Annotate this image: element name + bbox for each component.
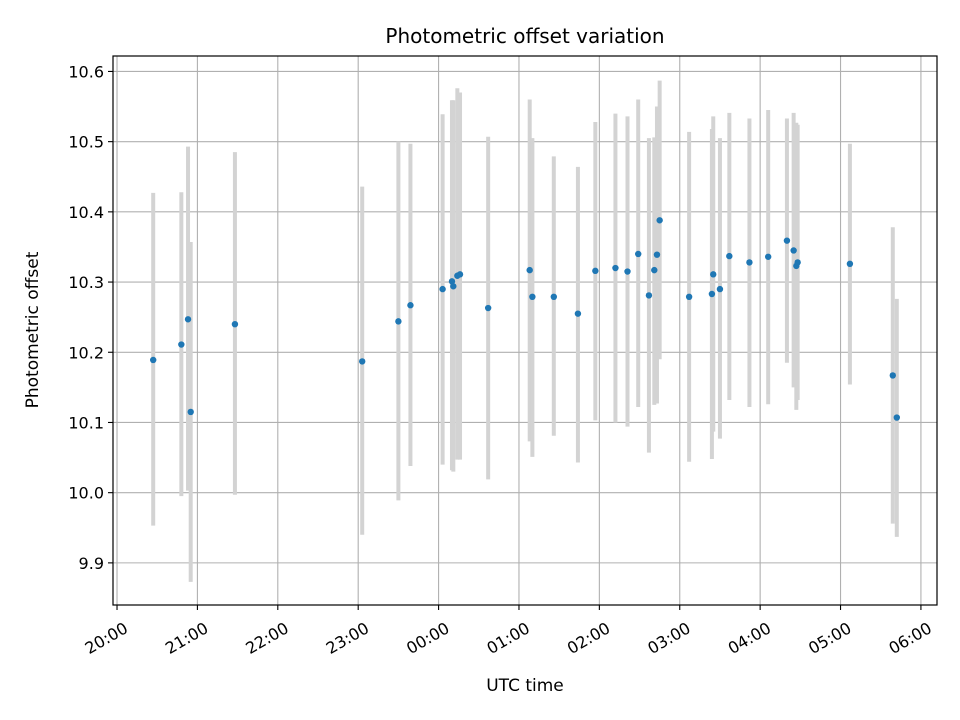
y-tick-label: 9.9 xyxy=(79,554,104,573)
y-tick-label: 10.2 xyxy=(68,343,104,362)
data-point xyxy=(592,267,599,275)
data-point xyxy=(794,259,801,266)
y-axis-ticks: 9.9 10.0 10.1 10.2 10.3 10.4 10.5 10.6 xyxy=(68,62,113,573)
data-point xyxy=(846,260,854,268)
data-point xyxy=(448,278,456,285)
data-point xyxy=(574,310,582,317)
data-point xyxy=(178,341,185,348)
x-axis-label: UTC time xyxy=(486,676,564,696)
data-point xyxy=(651,266,658,274)
data-point xyxy=(395,318,402,325)
data-point xyxy=(893,414,901,421)
data-point xyxy=(746,259,753,266)
y-tick-label: 10.1 xyxy=(68,413,104,432)
data-point xyxy=(716,285,724,293)
data-point xyxy=(708,290,716,298)
data-point xyxy=(790,247,797,254)
grid xyxy=(113,56,937,605)
data-point xyxy=(653,251,661,258)
chart-title: Photometric offset variation xyxy=(385,24,664,48)
data-point xyxy=(526,266,533,274)
plot-frame xyxy=(112,55,938,606)
data-point xyxy=(184,316,192,323)
data-point xyxy=(624,268,631,275)
data-point xyxy=(612,264,619,272)
data-point xyxy=(149,356,157,364)
data-point xyxy=(764,253,772,260)
data-point xyxy=(456,271,464,278)
y-tick-label: 10.4 xyxy=(68,203,104,222)
data-point xyxy=(439,285,446,293)
data-point xyxy=(407,302,414,309)
data-point xyxy=(231,320,239,328)
data-point xyxy=(187,408,194,416)
data-point xyxy=(529,293,536,301)
data-point xyxy=(685,293,693,301)
data-point xyxy=(783,237,791,244)
data-point xyxy=(889,372,896,379)
data-point xyxy=(635,250,642,258)
data-point xyxy=(550,293,558,301)
data-point xyxy=(726,252,733,260)
data-points xyxy=(149,217,901,421)
data-point xyxy=(450,283,457,290)
y-tick-label: 10.3 xyxy=(68,273,104,292)
data-point xyxy=(645,292,653,299)
data-point xyxy=(710,271,717,278)
y-tick-label: 10.0 xyxy=(68,484,104,503)
y-tick-label: 10.5 xyxy=(68,133,104,152)
y-axis-label: Photometric offset xyxy=(23,251,43,408)
data-point xyxy=(359,358,366,365)
data-point xyxy=(656,217,663,224)
y-tick-label: 10.6 xyxy=(68,62,104,81)
data-point xyxy=(484,304,492,312)
